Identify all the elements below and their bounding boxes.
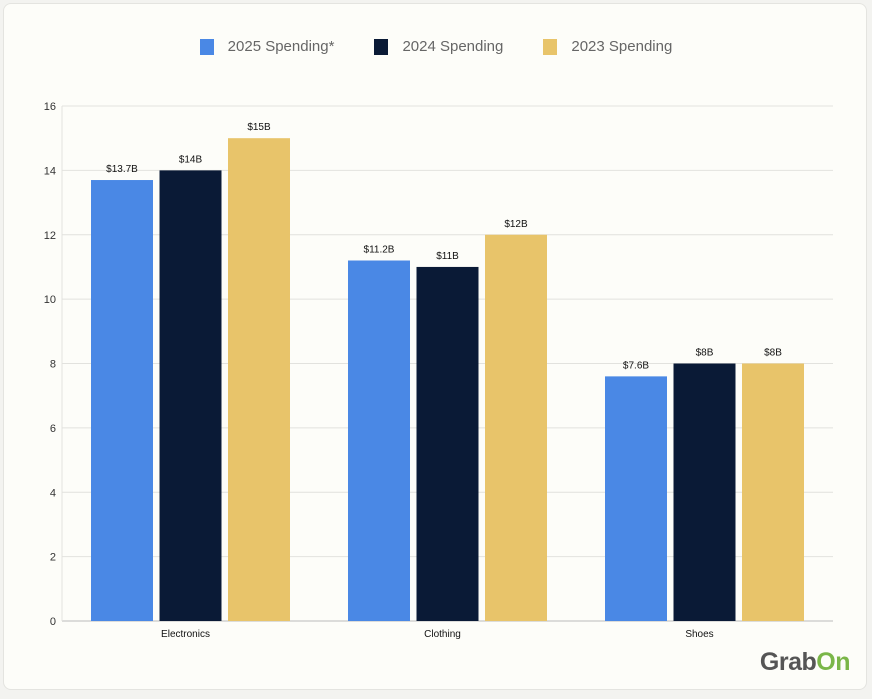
logo-text: Grab: [759, 648, 817, 676]
legend-item-2025: 2025 Spending*: [199, 38, 335, 55]
y-tick-label: 6: [50, 423, 56, 435]
bar: [159, 170, 222, 621]
data-label: $15B: [247, 122, 271, 133]
y-tick-label: 12: [44, 230, 56, 242]
grabon-logo: GrabOn: [759, 648, 851, 677]
data-label: $12B: [504, 219, 528, 230]
legend-swatch: [543, 38, 558, 55]
y-tick-label: 10: [44, 294, 56, 306]
legend-swatch: [199, 38, 214, 55]
data-label: $11B: [436, 251, 459, 262]
data-label: $7.6B: [623, 360, 649, 371]
data-label: $8B: [764, 348, 782, 359]
data-label: $13.7B: [106, 164, 138, 175]
legend-label: 2024 Spending: [402, 38, 504, 55]
legend-swatch: [374, 38, 389, 55]
y-tick-label: 16: [44, 101, 56, 113]
bar: [605, 376, 667, 621]
y-tick-label: 14: [44, 165, 56, 177]
bar: [416, 266, 479, 621]
bar: [91, 180, 153, 621]
x-tick-label: Clothing: [424, 629, 461, 640]
legend-item-2024: 2024 Spending: [374, 38, 503, 55]
y-tick-label: 8: [50, 359, 56, 371]
legend-label: 2023 Spending: [571, 38, 673, 55]
bar: [348, 260, 410, 621]
data-label: $14B: [179, 154, 203, 165]
x-tick-label: Electronics: [161, 629, 210, 640]
y-tick-label: 0: [50, 616, 56, 628]
y-tick-label: 2: [50, 552, 56, 564]
data-label: $8B: [696, 348, 714, 359]
bar: [673, 363, 736, 621]
legend: 2025 Spending* 2024 Spending 2023 Spendi…: [0, 38, 872, 55]
bar: [485, 234, 547, 621]
x-tick-label: Shoes: [685, 629, 713, 640]
data-label: $11.2B: [364, 245, 395, 256]
y-tick-label: 4: [50, 487, 56, 499]
legend-item-2023: 2023 Spending: [543, 38, 672, 55]
bar: [742, 363, 804, 621]
legend-label: 2025 Spending*: [227, 38, 335, 55]
logo-accent: On: [816, 648, 850, 676]
bar: [228, 138, 290, 621]
